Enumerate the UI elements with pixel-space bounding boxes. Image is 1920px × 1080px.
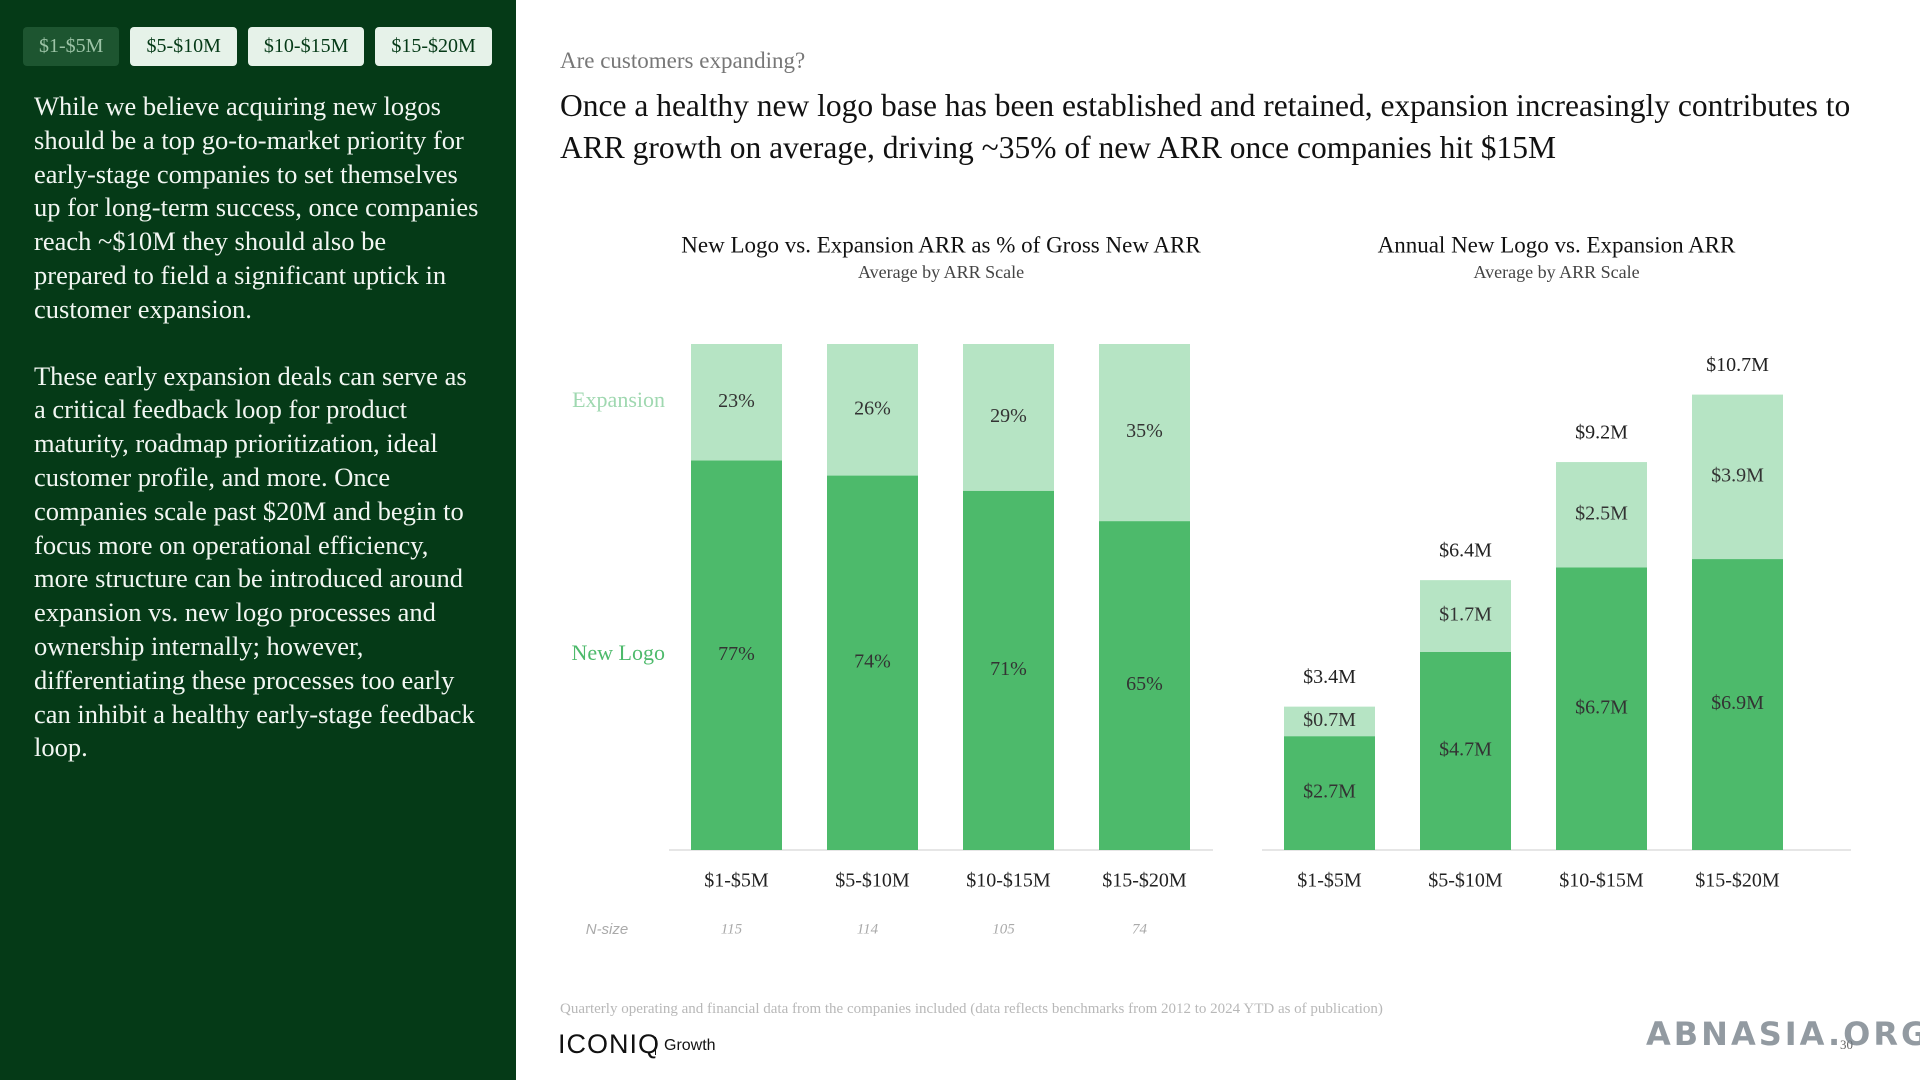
bar-segment: [1420, 651, 1511, 850]
brand: Growth: [655, 1037, 716, 1055]
tab[interactable]: $1-$5M: [23, 27, 120, 66]
value-label: $3.9M: [1711, 464, 1764, 486]
tab[interactable]: $10-$15M: [247, 27, 365, 66]
bar-segment: [1556, 462, 1647, 568]
bar-segment: [691, 344, 782, 461]
tab[interactable]: $15-$20M: [375, 27, 492, 66]
x-tick-label: $5-$10M: [835, 870, 910, 892]
value-label: 26%: [854, 397, 891, 419]
n-size: 105: [992, 921, 1015, 937]
n-size-label: N-size: [586, 921, 629, 938]
bar-segment: [1099, 344, 1190, 522]
chart-subtitle: Average by ARR Scale: [1473, 262, 1639, 282]
n-size: 115: [721, 921, 743, 937]
x-tick-label: $15-$20M: [1102, 870, 1187, 892]
value-label: 23%: [718, 390, 755, 412]
x-tick-label: $1-$5M: [704, 870, 769, 892]
value-label: 74%: [854, 650, 891, 672]
x-tick-label: $15-$20M: [1695, 870, 1780, 892]
value-label: $2.5M: [1575, 502, 1628, 524]
bar-segment: [827, 344, 918, 476]
value-label: $1.7M: [1439, 604, 1492, 626]
n-size: 74: [1132, 921, 1148, 937]
total-label: $6.4M: [1439, 540, 1492, 562]
bar-segment: [827, 475, 918, 850]
logo: ICONIQ: [558, 1029, 661, 1059]
total-label: $9.2M: [1575, 422, 1628, 444]
slide-title: Once a healthy new logo base has been es…: [560, 88, 1851, 165]
chart-title: New Logo vs. Expansion ARR as % of Gross…: [681, 232, 1201, 257]
tabs: $1-$5M $5-$10M $10-$15M $15-$20M: [23, 27, 492, 66]
bar-segment: [1692, 559, 1783, 850]
series-label: New Logo: [572, 640, 665, 665]
x-tick-label: $5-$10M: [1428, 870, 1503, 892]
watermark: ABNASIA.ORG: [1646, 1015, 1920, 1053]
value-label: $6.9M: [1711, 692, 1764, 714]
x-tick-label: $10-$15M: [966, 870, 1051, 892]
bar-segment: [1099, 521, 1190, 850]
page-number: 30: [1840, 1037, 1853, 1052]
sidebar-text: While we believe acquiring new logos sho…: [34, 90, 484, 798]
paragraph: These early expansion deals can serve as…: [34, 360, 475, 763]
eyebrow: Are customers expanding?: [560, 48, 806, 73]
x-tick-label: $10-$15M: [1559, 870, 1644, 892]
series-label: Expansion: [572, 387, 665, 412]
total-label: $10.7M: [1706, 354, 1769, 376]
bar-segment: [1284, 706, 1375, 737]
value-label: $4.7M: [1439, 739, 1492, 761]
value-label: $2.7M: [1303, 781, 1356, 803]
x-tick-label: $1-$5M: [1297, 870, 1362, 892]
n-size: 114: [857, 921, 879, 937]
bar-segment: [1556, 567, 1647, 850]
value-label: 71%: [990, 658, 1027, 680]
bar-segment: [963, 344, 1054, 491]
source-note: Quarterly operating and financial data f…: [560, 1001, 1383, 1017]
total-label: $3.4M: [1303, 666, 1356, 688]
value-label: 77%: [718, 643, 755, 665]
bar-segment: [1692, 394, 1783, 560]
bar-segment: [1420, 580, 1511, 652]
value-label: 29%: [990, 405, 1027, 427]
paragraph: While we believe acquiring new logos sho…: [34, 91, 479, 324]
chart-subtitle: Average by ARR Scale: [858, 262, 1024, 282]
value-label: $6.7M: [1575, 696, 1628, 718]
sidebar: $1-$5M $5-$10M $10-$15M $15-$20M While we b…: [0, 0, 516, 1080]
value-label: 65%: [1126, 673, 1163, 695]
value-label: 35%: [1126, 420, 1163, 442]
bar-segment: [1284, 736, 1375, 850]
tab[interactable]: $5-$10M: [130, 27, 237, 66]
bar-segment: [963, 490, 1054, 850]
chart-title: Annual New Logo vs. Expansion ARR: [1378, 232, 1736, 257]
bar-segment: [691, 460, 782, 850]
value-label: $0.7M: [1303, 709, 1356, 731]
